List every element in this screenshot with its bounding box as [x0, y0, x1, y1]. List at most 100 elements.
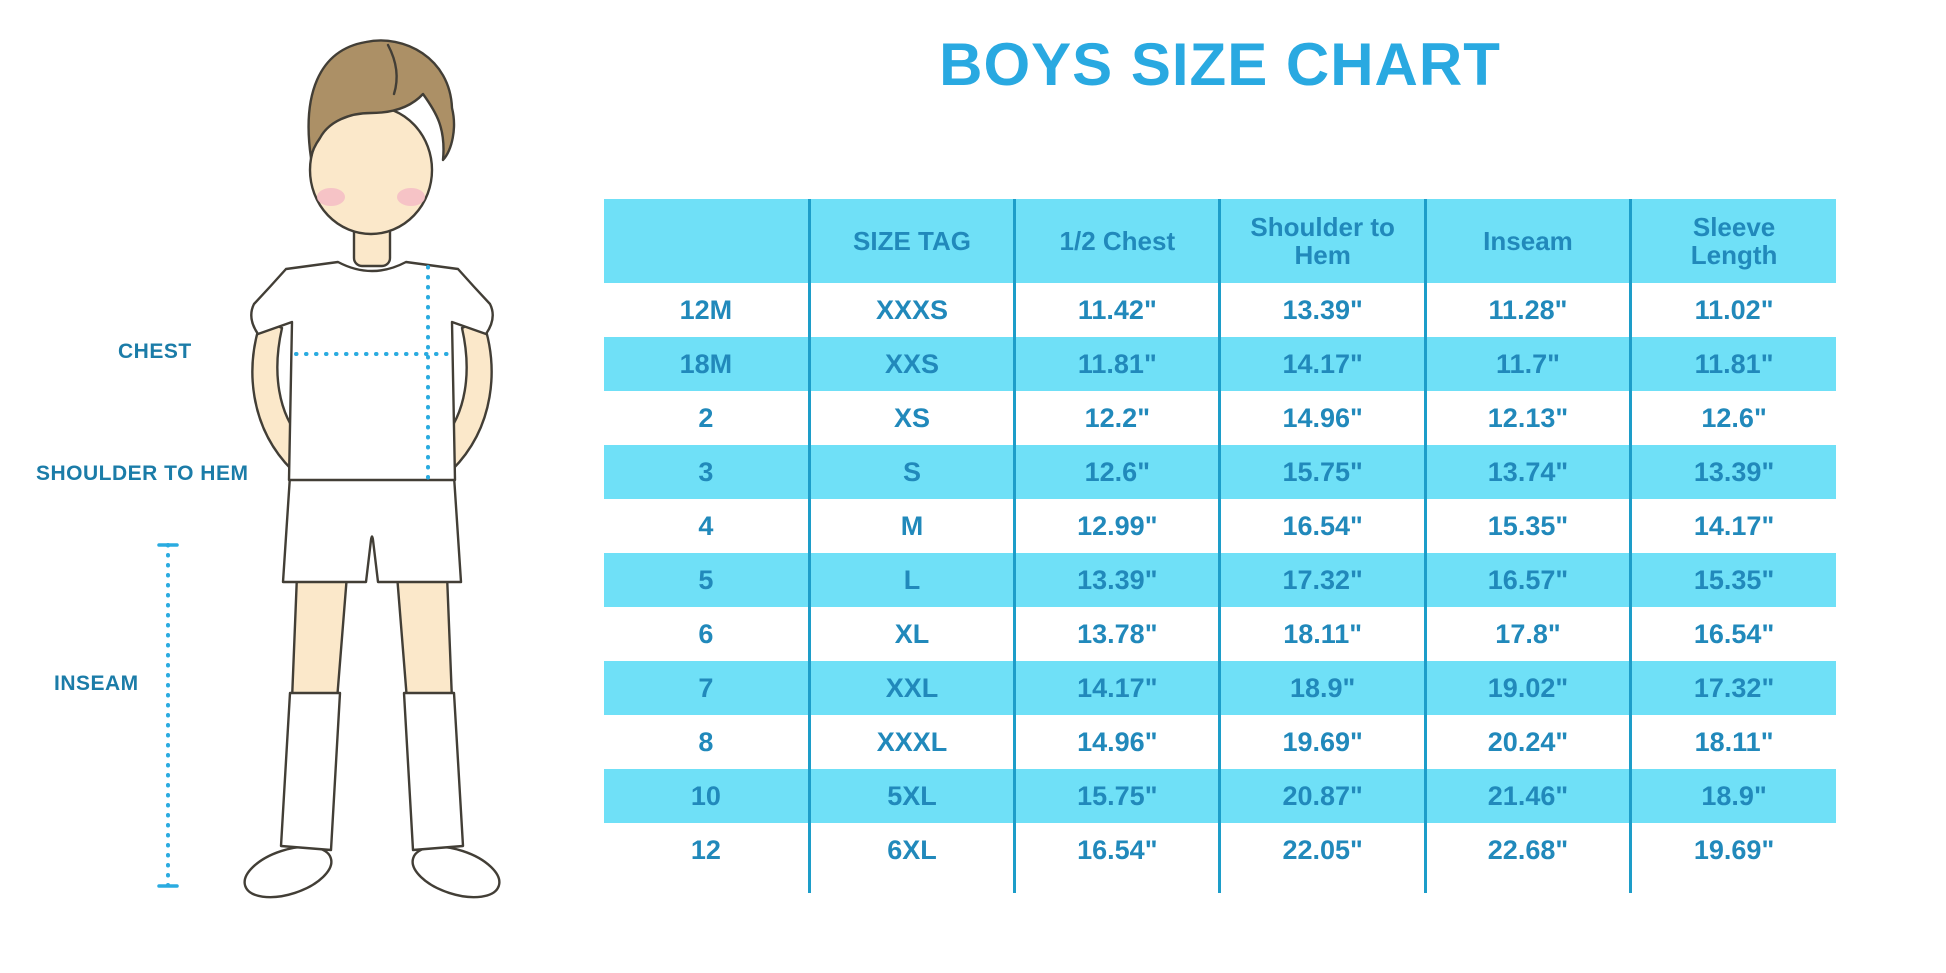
measurement-cell: 13.39"	[1629, 445, 1836, 499]
measurement-cell: 11.81"	[1629, 337, 1836, 391]
table-row: 7 XXL 14.17" 18.9" 19.02" 17.32"	[604, 661, 1836, 715]
measurement-cell: 16.54"	[1218, 499, 1426, 553]
measurement-cell: 17.32"	[1218, 553, 1426, 607]
border-stub-row	[604, 877, 1836, 893]
size-age-cell: 18M	[604, 337, 810, 391]
left-sock	[279, 691, 342, 852]
table-row: 18M XXS 11.81" 14.17" 11.7" 11.81"	[604, 337, 1836, 391]
right-sock	[402, 691, 465, 852]
measurement-cell: 13.74"	[1423, 445, 1631, 499]
hair-strand	[386, 43, 398, 96]
size-age-cell: 5	[604, 553, 810, 607]
measurement-cell: XXL	[807, 661, 1015, 715]
boy-illustration	[157, 39, 501, 899]
chart-title: BOYS SIZE CHART	[939, 31, 1501, 98]
measurement-cell: 20.87"	[1218, 769, 1426, 823]
measurement-cell: 13.39"	[1218, 283, 1426, 337]
measurement-cell: 14.17"	[1218, 337, 1426, 391]
measurement-cell: 13.39"	[1013, 553, 1220, 607]
size-age-cell: 2	[604, 391, 810, 445]
size-age-cell: 10	[604, 769, 810, 823]
measurement-cell: 11.42"	[1013, 283, 1220, 337]
hair	[307, 39, 456, 162]
right-leg	[395, 573, 454, 702]
size-table: SIZE TAG 1/2 Chest Shoulder to Hem Inseam Sl…	[604, 199, 1836, 893]
measurement-cell: 6XL	[807, 823, 1015, 877]
size-age-cell: 12	[604, 823, 810, 877]
header-row: SIZE TAG 1/2 Chest Shoulder to Hem Inseam Sl…	[604, 199, 1836, 283]
chest-label: CHEST	[118, 340, 192, 363]
measurement-cell: 22.05"	[1218, 823, 1426, 877]
measurement-cell: 12.99"	[1013, 499, 1220, 553]
measurement-cell: 15.75"	[1218, 445, 1426, 499]
t-shirt	[250, 260, 494, 482]
size-age-cell: 7	[604, 661, 810, 715]
measurement-cell: 18.11"	[1218, 607, 1426, 661]
measurement-cell: 16.54"	[1013, 823, 1220, 877]
measurement-cell: 14.17"	[1629, 499, 1836, 553]
column-header: SIZE TAG	[807, 199, 1015, 283]
size-age-cell: 8	[604, 715, 810, 769]
left-leg	[290, 573, 349, 702]
table-row: 6 XL 13.78" 18.11" 17.8" 16.54"	[604, 607, 1836, 661]
measurement-cell: 11.7"	[1423, 337, 1631, 391]
measurement-cell: XXXL	[807, 715, 1015, 769]
measurement-cell: 19.69"	[1629, 823, 1836, 877]
measurement-cell: 14.17"	[1013, 661, 1220, 715]
measurement-cell: XXXS	[807, 283, 1015, 337]
measurement-cell: 17.8"	[1423, 607, 1631, 661]
measurement-cell: 20.24"	[1423, 715, 1631, 769]
table-row: 12M XXXS 11.42" 13.39" 11.28" 11.02"	[604, 283, 1836, 337]
measurement-cell: 11.28"	[1423, 283, 1631, 337]
left-foot	[243, 845, 333, 899]
table-header: SIZE TAG 1/2 Chest Shoulder to Hem Inseam Sl…	[604, 199, 1836, 283]
table-row: 10 5XL 15.75" 20.87" 21.46" 18.9"	[604, 769, 1836, 823]
table-row: 5 L 13.39" 17.32" 16.57" 15.35"	[604, 553, 1836, 607]
column-header: 1/2 Chest	[1013, 199, 1220, 283]
table-row: 12 6XL 16.54" 22.05" 22.68" 19.69"	[604, 823, 1836, 877]
measurement-cell: 12.13"	[1423, 391, 1631, 445]
measurement-cell: 21.46"	[1423, 769, 1631, 823]
table-row: 3 S 12.6" 15.75" 13.74" 13.39"	[604, 445, 1836, 499]
measurement-cell: 14.96"	[1218, 391, 1426, 445]
measurement-cell: XL	[807, 607, 1015, 661]
measurement-cell: 12.2"	[1013, 391, 1220, 445]
measurement-cell: 16.54"	[1629, 607, 1836, 661]
table-row: 4 M 12.99" 16.54" 15.35" 14.17"	[604, 499, 1836, 553]
measurement-cell: M	[807, 499, 1015, 553]
size-age-cell: 12M	[604, 283, 810, 337]
measurement-cell: 22.68"	[1423, 823, 1631, 877]
right-foot	[411, 845, 501, 899]
measurement-cell: XS	[807, 391, 1015, 445]
measurement-cell: 12.6"	[1629, 391, 1836, 445]
measurement-cell: 15.35"	[1423, 499, 1631, 553]
table-row: 8 XXXL 14.96" 19.69" 20.24" 18.11"	[604, 715, 1836, 769]
right-cheek-blush	[397, 188, 425, 206]
column-header: Sleeve Length	[1629, 199, 1836, 283]
measurement-cell: 15.35"	[1629, 553, 1836, 607]
table-row: 2 XS 12.2" 14.96" 12.13" 12.6"	[604, 391, 1836, 445]
inseam-label: INSEAM	[54, 672, 139, 695]
measurement-cell: 16.57"	[1423, 553, 1631, 607]
measurement-cell: 11.81"	[1013, 337, 1220, 391]
shorts	[281, 474, 463, 584]
column-header: Shoulder to Hem	[1218, 199, 1426, 283]
size-age-cell: 6	[604, 607, 810, 661]
table-body: 12M XXXS 11.42" 13.39" 11.28" 11.02" 18M XXS 11.…	[604, 283, 1836, 893]
measurement-cell: 19.02"	[1423, 661, 1631, 715]
measurement-cell: 5XL	[807, 769, 1015, 823]
measurement-cell: 14.96"	[1013, 715, 1220, 769]
measurement-cell: 13.78"	[1013, 607, 1220, 661]
size-age-cell: 3	[604, 445, 810, 499]
measurement-cell: 19.69"	[1218, 715, 1426, 769]
measurement-cell: 12.6"	[1013, 445, 1220, 499]
measurement-cell: S	[807, 445, 1015, 499]
measurement-cell: 15.75"	[1013, 769, 1220, 823]
measurement-cell: XXS	[807, 337, 1015, 391]
shoulder-to-hem-label: SHOULDER TO HEM	[36, 462, 249, 485]
measurement-cell: 18.11"	[1629, 715, 1836, 769]
measurement-cell: 11.02"	[1629, 283, 1836, 337]
measurement-cell: 18.9"	[1218, 661, 1426, 715]
size-age-cell: 4	[604, 499, 810, 553]
